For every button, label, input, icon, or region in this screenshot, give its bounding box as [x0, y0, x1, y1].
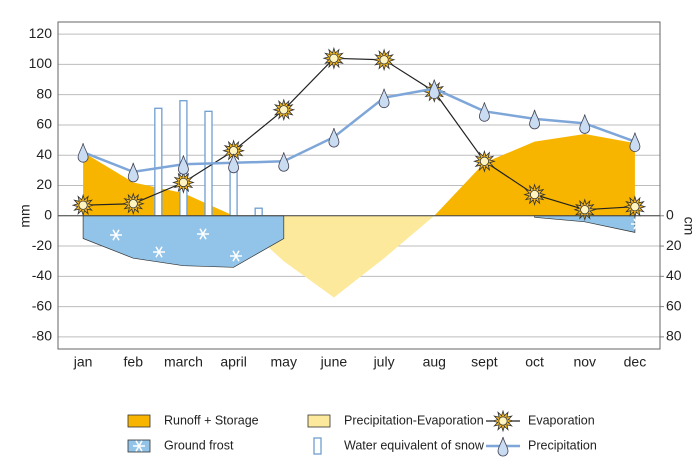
sun-core: [529, 189, 540, 200]
legend-label: Precipitation: [528, 438, 597, 452]
y-tick-label: -80: [32, 328, 52, 344]
legend-label: Water equivalent of snow: [344, 438, 485, 452]
sun-core: [228, 146, 239, 156]
x-tick-label: jan: [73, 354, 93, 370]
sun-marker: [372, 48, 396, 72]
x-tick-label: nov: [573, 354, 596, 370]
drop-marker: [529, 109, 540, 130]
x-tick-label: feb: [124, 354, 144, 370]
y-axis-label: mm: [17, 204, 33, 227]
legend-drop: [497, 436, 509, 457]
area: [83, 134, 635, 216]
plot-frame: [57, 21, 661, 350]
x-tick-label: aug: [423, 354, 446, 370]
x-tick-label: may: [271, 354, 297, 370]
sun-core: [379, 55, 389, 65]
x-tick-label: april: [220, 354, 246, 370]
snowflake-icon: [197, 228, 209, 240]
legend-label: Precipitation-Evaporation: [344, 413, 484, 427]
x-tick-label: sept: [471, 354, 498, 370]
legend-label: Ground frost: [164, 438, 234, 452]
x-tick-label: dec: [624, 354, 647, 370]
sun-marker: [523, 183, 547, 207]
legend-swatch: [307, 414, 331, 428]
y2-tick-label: 80: [666, 328, 682, 344]
legend-swatch: [313, 437, 322, 455]
x-tick-label: july: [373, 354, 395, 370]
snowflake-arm: [135, 440, 143, 452]
x-tick-label: june: [320, 354, 348, 370]
y-tick-label: 80: [36, 85, 52, 101]
drop-marker: [479, 102, 490, 122]
x-tick-label: march: [164, 354, 203, 370]
drop-marker: [178, 155, 189, 175]
sun-core: [479, 156, 490, 166]
sun-marker: [472, 149, 496, 173]
sun-marker: [573, 198, 597, 222]
bar: [254, 207, 263, 217]
snowflake-arm: [155, 246, 163, 258]
snowflake-icon: [631, 218, 643, 230]
y-tick-label: 20: [36, 176, 52, 192]
y-tick-label: -40: [32, 267, 52, 283]
snowflake-icon: [133, 440, 145, 452]
y2-axis-label: cm: [681, 217, 696, 236]
sun-marker: [71, 193, 95, 217]
sun-core: [580, 205, 590, 215]
y2-tick-label: 20: [666, 237, 682, 253]
snowflake-icon: [230, 250, 242, 262]
sun-marker: [322, 46, 346, 70]
snowflake-arm: [199, 228, 207, 240]
snowflake-icon: [153, 246, 165, 258]
drop-marker: [629, 132, 641, 152]
drop-marker: [328, 127, 340, 148]
snowflake-arm: [633, 218, 641, 230]
bar: [154, 107, 163, 217]
y-tick-label: 60: [36, 116, 52, 132]
sun-core: [128, 199, 138, 209]
y-tick-label: 0: [44, 206, 52, 222]
legend-sun-core: [498, 416, 508, 426]
y2-tick-label: 40: [666, 267, 682, 283]
y2-tick-label: 60: [666, 297, 682, 313]
y-tick-label: 120: [29, 25, 53, 41]
sun-core: [178, 177, 189, 188]
sun-core: [630, 202, 640, 212]
legend-label: Runoff + Storage: [164, 413, 259, 427]
y-tick-label: 40: [36, 146, 52, 162]
drop-marker: [127, 162, 139, 183]
legend-label: Evaporation: [528, 413, 595, 427]
x-tick-label: oct: [525, 354, 544, 370]
sun-core: [78, 200, 88, 210]
sun-marker: [272, 98, 296, 122]
snowflake-icon: [110, 229, 122, 241]
drop-marker: [77, 143, 89, 163]
drop-marker: [278, 152, 290, 172]
y-tick-label: 100: [29, 55, 53, 71]
snowflake-arm: [232, 250, 240, 262]
y-tick-label: -20: [32, 237, 52, 253]
drop-marker: [428, 79, 440, 99]
sun-marker: [623, 195, 647, 219]
legend-swatch: [127, 414, 151, 428]
y2-tick-label: 0: [666, 206, 674, 222]
drop-marker: [228, 153, 239, 174]
line: [83, 57, 635, 211]
y-tick-label: -60: [32, 297, 52, 313]
snowflake-arm: [112, 229, 120, 241]
drop-marker: [579, 114, 591, 134]
line: [82, 87, 636, 174]
sun-core: [329, 53, 339, 63]
sun-core: [279, 105, 289, 115]
sun-marker: [121, 192, 145, 216]
sun-marker: [172, 171, 195, 194]
drop-marker: [378, 88, 390, 109]
